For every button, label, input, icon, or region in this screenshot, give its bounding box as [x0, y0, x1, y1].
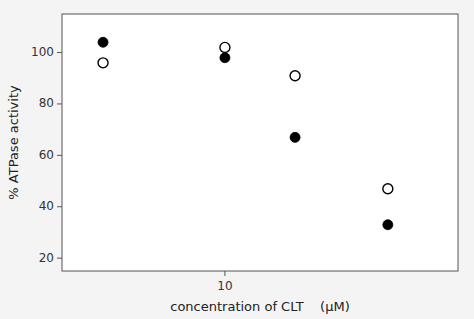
frame [62, 14, 458, 271]
y-tick-label: 100 [31, 45, 54, 59]
filled-point [98, 37, 108, 47]
open-point [383, 184, 393, 194]
y-axis-label: % ATPase activity [6, 85, 21, 200]
y-tick [57, 103, 62, 104]
y-tick-label: 60 [39, 148, 54, 162]
plot-area [62, 14, 458, 271]
x-tick [224, 271, 225, 276]
filled-point [290, 132, 300, 142]
x-tick-label: 10 [217, 279, 232, 293]
open-point [220, 42, 230, 52]
y-tick [57, 258, 62, 259]
x-axis-label: concentration of CLT (μM) [170, 299, 349, 314]
y-tick [57, 52, 62, 53]
filled-point [383, 220, 393, 230]
open-point [98, 58, 108, 68]
points [98, 37, 393, 229]
chart: 20 40 60 80 100 10 concentration of CLT (μM) % … [0, 0, 474, 319]
filled-point [220, 53, 230, 63]
y-tick-label: 20 [39, 251, 54, 265]
y-tick [57, 155, 62, 156]
y-tick-label: 40 [39, 199, 54, 213]
y-tick-label: 80 [39, 96, 54, 110]
y-tick [57, 206, 62, 207]
open-point [290, 71, 300, 81]
background [0, 0, 474, 319]
